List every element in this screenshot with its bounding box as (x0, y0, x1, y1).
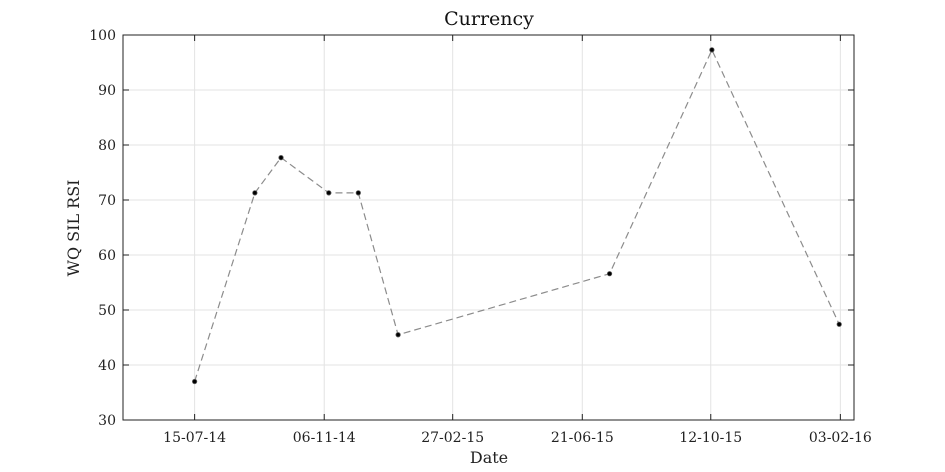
tick-labels: 15-07-14 06-11-14 27-02-15 21-06-15 12-10-15… (89, 28, 872, 446)
data-point (355, 190, 361, 196)
x-tick-label: 27-02-15 (421, 430, 484, 446)
x-tick-label: 21-06-15 (551, 430, 614, 446)
data-point (836, 321, 842, 327)
data-point (192, 378, 198, 385)
data-point (278, 155, 284, 161)
x-tick-label: 06-11-14 (293, 430, 356, 446)
x-axis-label: Date (470, 448, 508, 467)
grid (123, 35, 854, 420)
y-axis-label: WQ SIL RSI (64, 180, 83, 277)
y-tick-label: 80 (98, 138, 116, 154)
data-point (252, 190, 258, 196)
y-tick-label: 60 (98, 248, 116, 264)
y-tick-label: 50 (98, 303, 116, 319)
series-line (194, 48, 840, 382)
x-tick-label: 12-10-15 (679, 430, 742, 446)
x-tick-label: 15-07-14 (163, 430, 226, 446)
y-tick-label: 90 (98, 83, 116, 99)
y-tick-label: 100 (89, 28, 116, 44)
y-tick-label: 70 (98, 193, 116, 209)
series-points (192, 47, 842, 385)
data-point (606, 271, 613, 277)
y-tick-label: 30 (98, 413, 116, 429)
axis-ticks (123, 34, 854, 421)
data-point (326, 190, 332, 196)
x-tick-label: 03-02-16 (809, 430, 872, 446)
y-tick-label: 40 (98, 358, 116, 374)
plot-frame (122, 34, 855, 421)
data-point (395, 332, 401, 338)
chart-title: Currency (444, 8, 534, 30)
data-point (709, 47, 715, 53)
